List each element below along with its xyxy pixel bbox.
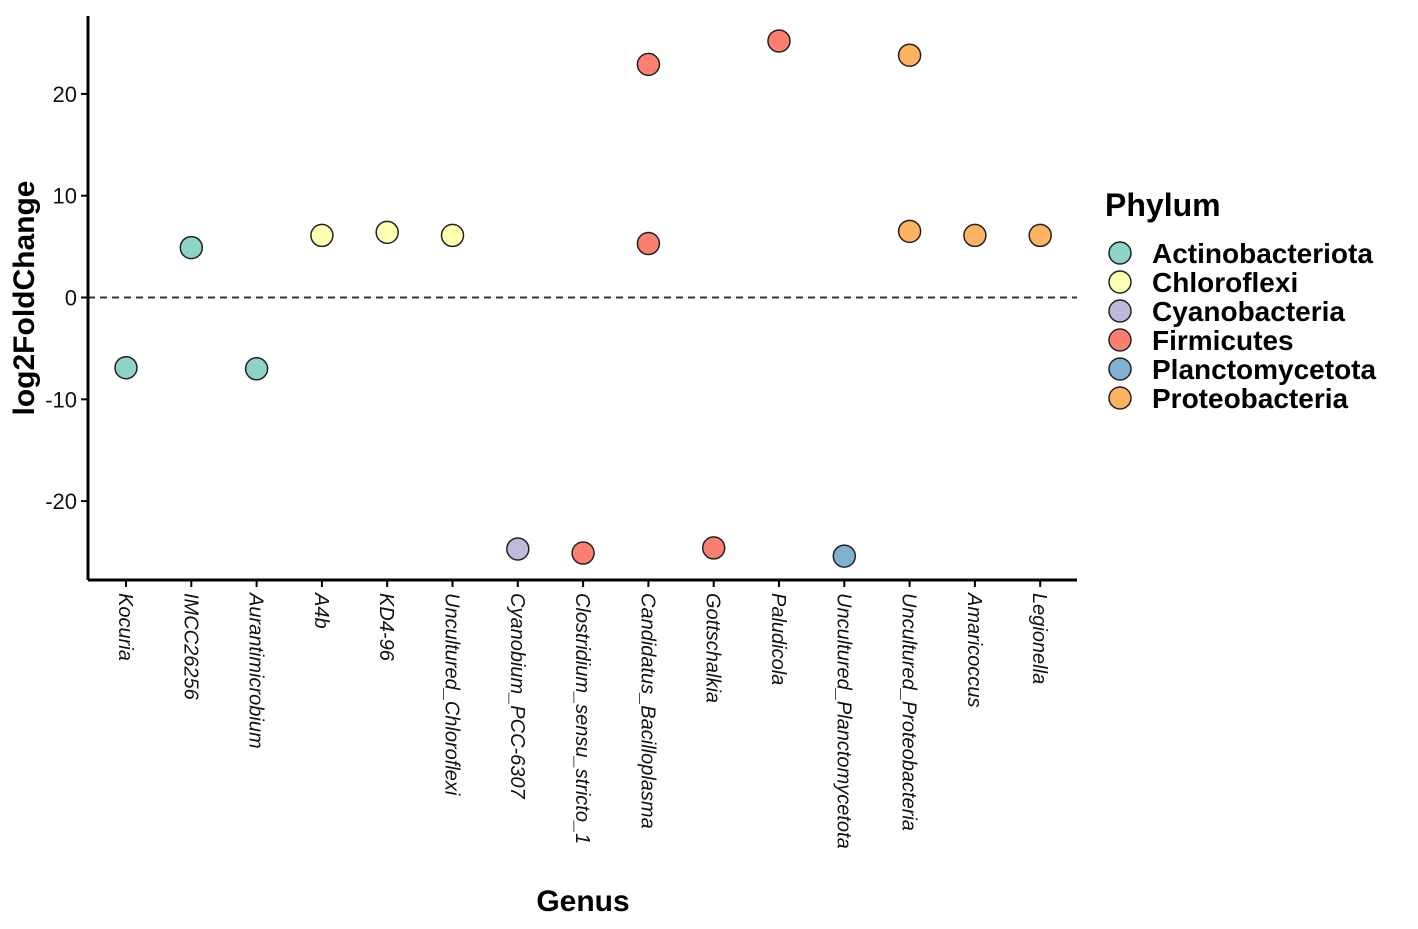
- legend-items: ActinobacteriotaChloroflexiCyanobacteria…: [1108, 238, 1376, 414]
- y-tick-label: -10: [45, 387, 77, 412]
- legend-swatch: [1108, 270, 1132, 294]
- data-point: [636, 52, 661, 77]
- points-layer: [114, 29, 1052, 568]
- x-tick-label: Legionella: [1028, 593, 1050, 684]
- data-point: [1028, 223, 1052, 248]
- x-tick-label: Paludicola: [767, 593, 789, 685]
- x-tick-label: Uncultured_Proteobacteria: [898, 593, 920, 831]
- x-ticks: Kocuria IMCC26256 Aurantimicrobium A4b KD4-9…: [114, 580, 1050, 849]
- x-tick-label: Clostridium_sensu_stricto_1: [571, 593, 593, 844]
- data-point: [114, 355, 138, 380]
- legend: Phylum ActinobacteriotaChloroflexiCyanob…: [1105, 187, 1376, 414]
- data-point: [767, 29, 791, 53]
- data-point: [244, 357, 269, 381]
- legend-swatch: [1108, 357, 1132, 381]
- legend-label: Firmicutes: [1152, 325, 1294, 356]
- y-ticks: -20 -10 0 10 20: [45, 82, 88, 514]
- data-point: [897, 43, 922, 67]
- x-tick-label: Uncultured_Planctomycetota: [832, 593, 854, 849]
- x-tick-label: IMCC26256: [179, 593, 201, 701]
- legend-swatch: [1108, 241, 1132, 265]
- legend-swatch: [1108, 299, 1132, 323]
- data-point: [701, 536, 726, 560]
- legend-label: Proteobacteria: [1152, 383, 1348, 414]
- y-axis-title: log2FoldChange: [8, 181, 41, 416]
- legend-label: Cyanobacteria: [1152, 296, 1345, 327]
- x-tick-label: Cyanobium_PCC-6307: [506, 593, 528, 800]
- x-axis-title: Genus: [536, 885, 629, 918]
- y-tick-label: -20: [45, 489, 77, 514]
- x-tick-label: Candidatus_Bacilloplasma: [636, 593, 658, 829]
- legend-label: Actinobacteriota: [1152, 238, 1373, 269]
- x-tick-label: Gottschalkia: [702, 593, 724, 703]
- data-point: [636, 231, 661, 256]
- x-tick-label: Uncultured_Chloroflexi: [441, 593, 463, 796]
- data-point: [179, 235, 204, 260]
- x-tick-label: Aurantimicrobium: [245, 592, 267, 749]
- data-point: [963, 223, 987, 248]
- x-tick-label: Kocuria: [114, 593, 136, 661]
- data-point: [897, 219, 922, 244]
- x-tick-label: Amaricoccus: [963, 592, 985, 707]
- data-point: [310, 223, 334, 248]
- y-tick-label: 20: [53, 82, 77, 107]
- data-point: [440, 223, 465, 248]
- x-tick-label: KD4-96: [375, 593, 397, 662]
- legend-swatch: [1108, 328, 1132, 352]
- y-tick-label: 10: [53, 184, 77, 209]
- y-tick-label: 0: [65, 286, 77, 311]
- legend-label: Planctomycetota: [1152, 354, 1376, 385]
- legend-title: Phylum: [1105, 187, 1221, 223]
- data-point: [506, 537, 530, 561]
- data-point: [571, 541, 595, 565]
- legend-swatch: [1108, 386, 1132, 410]
- legend-label: Chloroflexi: [1152, 267, 1298, 298]
- data-point: [375, 220, 399, 245]
- data-point: [832, 544, 857, 568]
- x-tick-label: A4b: [310, 592, 332, 629]
